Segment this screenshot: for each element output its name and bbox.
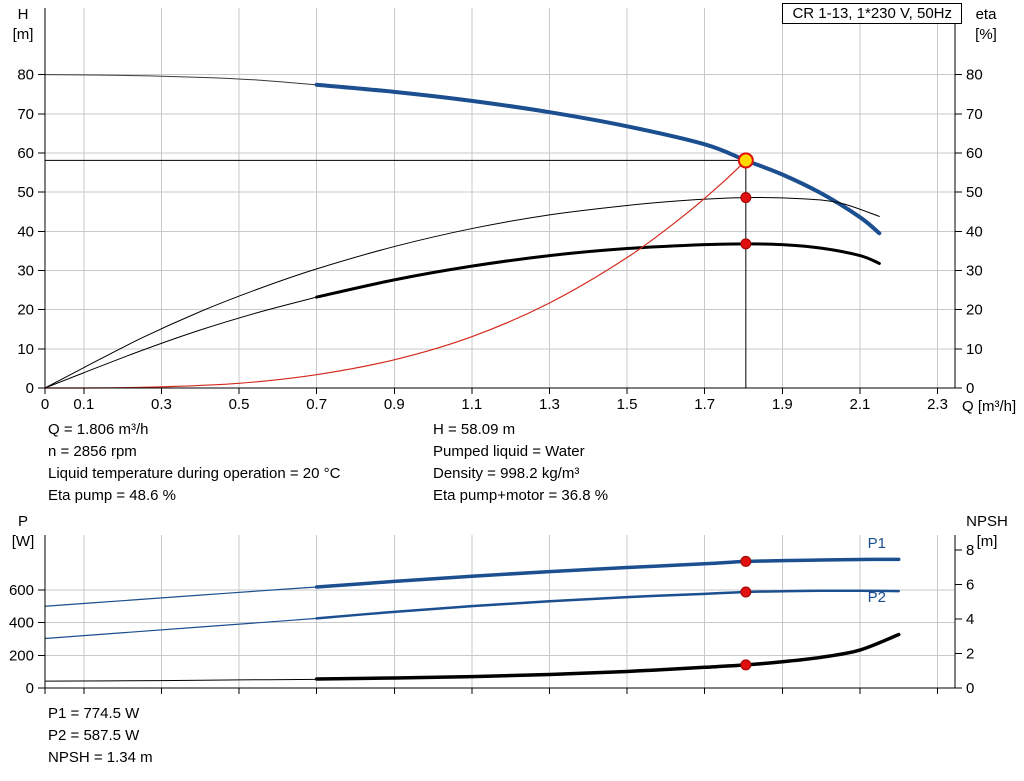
series-label-p2: P2 [868, 589, 886, 606]
power-chart: 0 200 400 600 0 2 4 6 8 P1 P2 [9, 535, 974, 697]
info-flow: Q = 1.806 m³/h [48, 421, 149, 438]
y-left-tick-label: 10 [17, 341, 34, 358]
h-axis-unit: [m] [12, 26, 34, 43]
y-right-tick-label: 70 [966, 106, 983, 123]
x-tick-label: 1.9 [772, 396, 793, 413]
info-density: Density = 998.2 kg/m³ [433, 465, 580, 482]
duty-point-marker[interactable] [737, 152, 754, 169]
system-curve [44, 159, 747, 389]
npsh-curve [314, 632, 901, 681]
y-right-tick-label: 80 [966, 67, 983, 84]
y-right-tick-label: 50 [966, 184, 983, 201]
y-right-tick-label: 0 [966, 680, 974, 697]
y-right-tick-label: 4 [966, 611, 974, 628]
info-head: H = 58.09 m [433, 421, 516, 438]
h-curve-extension [44, 74, 318, 86]
y-right-tick-label: 8 [966, 542, 974, 559]
h-axis-name: H [17, 6, 29, 23]
q-axis-title: Q [m³/h] [962, 398, 1017, 415]
y-left-tick-label: 0 [26, 380, 34, 397]
y-right-tick-label: 10 [966, 341, 983, 358]
npsh-axis-title: NPSH [m] [955, 512, 1019, 552]
y-right-tick-label: 6 [966, 577, 974, 594]
power-info: P1 = 774.5 W P2 = 587.5 W NPSH = 1.34 m [48, 703, 153, 769]
x-tick-label: 0.1 [73, 396, 94, 413]
y-left-tick-label: 60 [17, 145, 34, 162]
p2-curve [315, 589, 900, 620]
y-right-tick-label: 30 [966, 262, 983, 279]
x-tick-label: 1.7 [694, 396, 715, 413]
h-curve [314, 82, 882, 236]
y-left-tick-label: 0 [26, 680, 34, 697]
info-p1: P1 = 774.5 W [48, 705, 140, 722]
y-right-tick-label: 20 [966, 302, 983, 319]
info-pumped-liquid: Pumped liquid = Water [433, 443, 585, 460]
y-right-tick-label: 60 [966, 145, 983, 162]
x-tick-label: 1.3 [539, 396, 560, 413]
y-right-tick-label: 2 [966, 646, 974, 663]
npsh-axis-name: NPSH [966, 513, 1008, 530]
eta-axis-name: eta [975, 6, 997, 23]
y-right-tick-label: 0 [966, 380, 974, 397]
x-tick-label: 0.7 [306, 396, 327, 413]
eta-pump-motor-point [740, 238, 752, 250]
npsh-axis-unit: [m] [976, 533, 998, 550]
p1-curve [314, 557, 901, 589]
pump-model-title: CR 1-13, 1*230 V, 50Hz [782, 3, 962, 24]
info-eta-pump: Eta pump = 48.6 % [48, 487, 176, 504]
info-p2: P2 = 587.5 W [48, 727, 140, 744]
info-npsh: NPSH = 1.34 m [48, 749, 153, 766]
y-left-tick-label: 40 [17, 223, 34, 240]
y-left-tick-label: 50 [17, 184, 34, 201]
y-left-tick-label: 30 [17, 262, 34, 279]
head-chart: 0 0.1 0.3 0.5 0.7 0.9 1.1 1.3 1.5 1.7 1.9 2.1 2.3 0 10… [17, 8, 983, 413]
info-speed: n = 2856 rpm [48, 443, 137, 460]
series-label-p1: P1 [868, 535, 886, 552]
info-eta-pump-motor: Eta pump+motor = 36.8 % [433, 487, 609, 504]
p1-curve-extension [44, 586, 318, 607]
eta-pump-point [740, 192, 752, 204]
x-tick-label: 1.1 [461, 396, 482, 413]
x-tick-label: 2.3 [927, 396, 948, 413]
duty-info-right: H = 58.09 m Pumped liquid = Water Densit… [433, 419, 608, 507]
p-axis-title: P [W] [2, 512, 44, 552]
p-axis-name: P [17, 513, 28, 530]
y-left-tick-label: 20 [17, 302, 34, 319]
x-tick-label: 0.3 [151, 396, 172, 413]
duty-info-left: Q = 1.806 m³/h n = 2856 rpm Liquid tempe… [48, 419, 340, 507]
eta-axis-title: eta [%] [958, 5, 1014, 45]
eta-pump-curve [44, 197, 880, 389]
x-tick-label: 2.1 [849, 396, 870, 413]
npsh-point [740, 659, 752, 671]
x-tick-label: 0.5 [229, 396, 250, 413]
p2-curve-extension [44, 617, 318, 640]
y-left-tick-label: 400 [9, 615, 34, 632]
h-axis-title: H [m] [2, 5, 44, 45]
info-liquid-temperature: Liquid temperature during operation = 20… [48, 465, 341, 482]
p-axis-unit: [W] [11, 533, 35, 550]
x-tick-label: 1.5 [617, 396, 638, 413]
y-right-tick-label: 40 [966, 223, 983, 240]
x-tick-label: 0.9 [384, 396, 405, 413]
y-left-tick-label: 80 [17, 67, 34, 84]
eta-pump-motor-curve [315, 242, 881, 299]
eta-axis-unit: [%] [975, 26, 997, 43]
p2-point [740, 586, 752, 598]
y-left-tick-label: 70 [17, 106, 34, 123]
y-left-tick-label: 200 [9, 647, 34, 664]
npsh-curve-extension [44, 678, 318, 682]
x-tick-label: 0 [41, 396, 49, 413]
y-left-tick-label: 600 [9, 582, 34, 599]
p1-point [740, 555, 752, 567]
eta-pump-motor-extension [44, 296, 318, 389]
